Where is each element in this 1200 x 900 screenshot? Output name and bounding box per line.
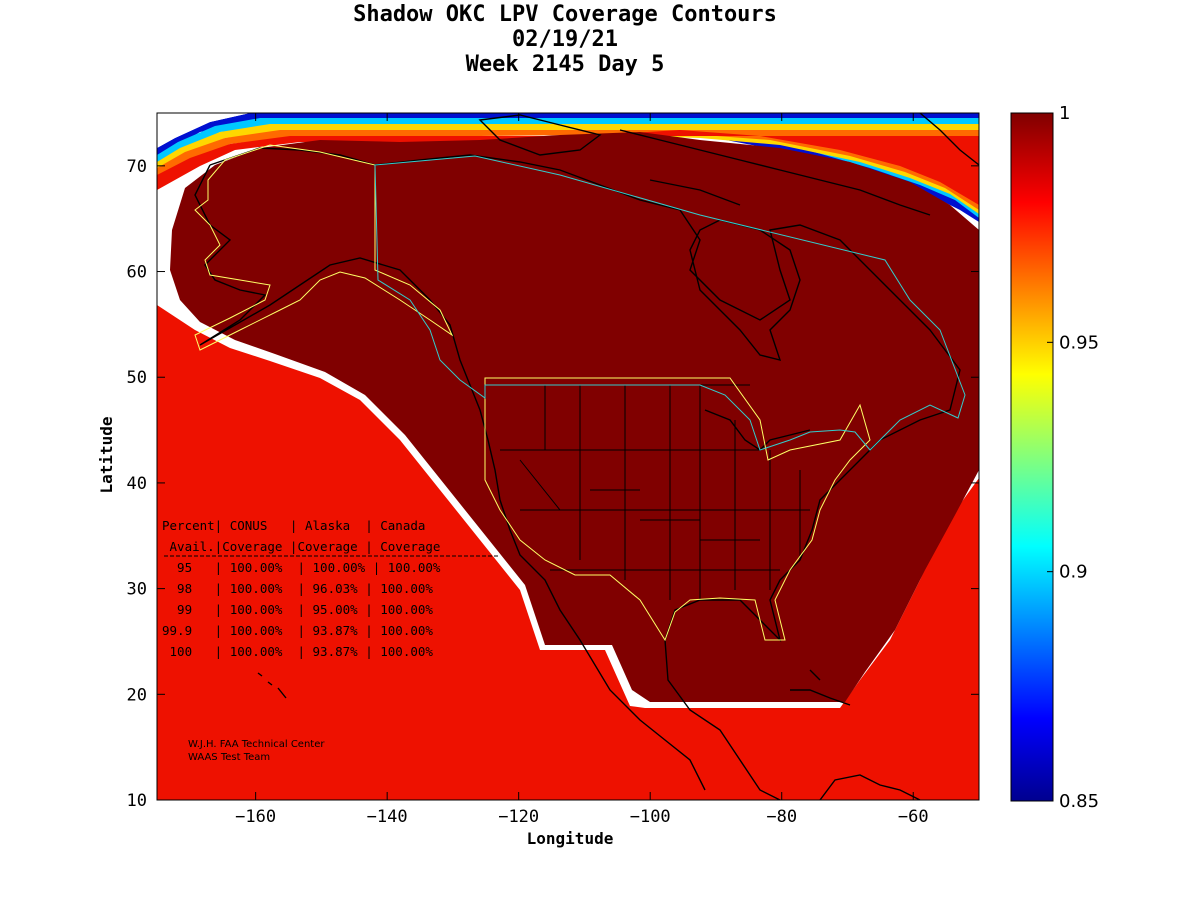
alaska-conus-boundary [194, 144, 871, 642]
y-axis: 10 20 30 40 50 60 70 [127, 157, 979, 811]
credit-line-1: W.J.H. FAA Technical Center [188, 739, 325, 750]
x-axis-title: Longitude [527, 829, 614, 848]
coastline-caribbean [790, 669, 851, 706]
y-tick-label: 10 [127, 791, 147, 811]
alaska-boundary-line [194, 144, 454, 351]
table-row: 95 | 100.00% | 100.00% | 100.00% [162, 560, 441, 575]
canada-boundary-line [374, 155, 966, 451]
chart-title: Shadow OKC LPV Coverage Contours [353, 2, 777, 27]
x-tick-label: −160 [235, 807, 276, 827]
coverage-band-red [157, 130, 979, 800]
table-row: 100 | 100.00% | 93.87% | 100.00% [162, 644, 433, 659]
coastlines [194, 113, 979, 800]
table-row: 99 | 100.00% | 95.00% | 100.00% [162, 602, 433, 617]
plot-frame [156, 112, 980, 801]
coverage-region-full [170, 132, 979, 702]
coastline-arctic-islands [478, 114, 931, 216]
coastline-north-america [194, 147, 961, 800]
colorbar-tick-label: 0.85 [1059, 791, 1099, 812]
credit-line-2: WAAS Test Team [188, 752, 270, 763]
table-header-1: Percent| CONUS | Alaska | Canada [162, 518, 425, 533]
y-tick-label: 40 [127, 474, 147, 494]
chart-week-day: Week 2145 Day 5 [465, 52, 665, 77]
canada-boundary [374, 155, 966, 451]
table-row: 98 | 100.00% | 96.03% | 100.00% [162, 581, 433, 596]
chart-date: 02/19/21 [512, 27, 618, 52]
colorbar [1010, 112, 1054, 802]
y-tick-label: 60 [127, 263, 147, 283]
y-tick-label: 70 [127, 157, 147, 177]
table-row: 99.9 | 100.00% | 93.87% | 100.00% [162, 623, 433, 638]
coverage-contours [157, 113, 979, 800]
colorbar-tick-label: 0.95 [1059, 332, 1099, 353]
colorbar-tick-label: 0.9 [1059, 562, 1088, 583]
conus-boundary-line [484, 377, 871, 642]
x-tick-label: −80 [766, 807, 797, 827]
no-coverage-region [157, 113, 250, 148]
colorbar-tick-label: 1 [1059, 103, 1070, 124]
x-tick-label: −140 [367, 807, 408, 827]
y-tick-label: 20 [127, 685, 147, 705]
y-tick-label: 30 [127, 580, 147, 600]
x-axis: −160 −140 −120 −100 −80 −60 [235, 113, 929, 827]
coastline-south-america [819, 774, 921, 800]
colorbar-ticks: 1 0.95 0.9 0.85 [1047, 103, 1099, 812]
coastline-greenland [919, 113, 979, 166]
coastline-hawaii [257, 672, 287, 699]
x-tick-label: −120 [498, 807, 539, 827]
table-header-2: Avail.|Coverage |Coverage | Coverage [162, 539, 440, 554]
x-tick-label: −100 [630, 807, 671, 827]
x-tick-label: −60 [898, 807, 929, 827]
y-axis-title: Latitude [97, 416, 116, 493]
coverage-table: Percent| CONUS | Alaska | Canada Avail.|… [162, 518, 500, 659]
y-tick-label: 50 [127, 368, 147, 388]
